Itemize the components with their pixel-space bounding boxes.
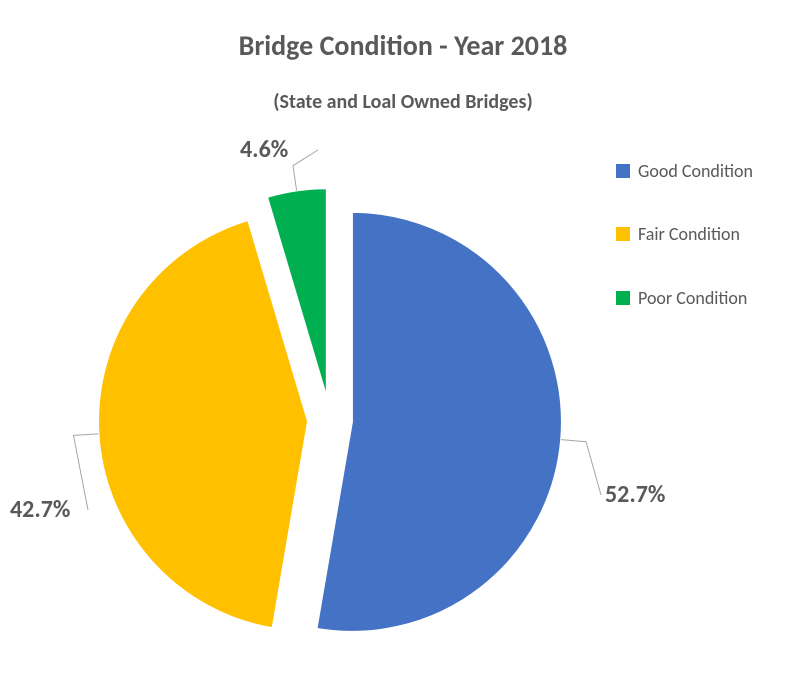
legend-label-fair: Fair Condition: [638, 223, 740, 246]
pie-chart-container: Bridge Condition - Year 2018 (State and …: [0, 0, 806, 686]
leader-line: [293, 150, 318, 190]
legend-item-poor: Poor Condition: [616, 287, 766, 310]
legend-item-fair: Fair Condition: [616, 223, 766, 246]
chart-title: Bridge Condition - Year 2018: [0, 28, 806, 63]
legend-swatch-fair: [616, 227, 630, 241]
legend-label-poor: Poor Condition: [638, 287, 747, 310]
legend: Good Condition Fair Condition Poor Condi…: [616, 160, 766, 350]
data-label-poor: 4.6%: [240, 135, 288, 164]
data-label-fair: 42.7%: [10, 495, 70, 524]
pie-slice: [267, 188, 327, 398]
chart-subtitle: (State and Loal Owned Bridges): [0, 90, 806, 114]
data-label-good: 52.7%: [605, 480, 665, 509]
legend-label-good: Good Condition: [638, 160, 753, 183]
legend-swatch-poor: [616, 291, 630, 305]
legend-item-good: Good Condition: [616, 160, 766, 183]
pie-slice: [98, 220, 308, 628]
pie-slice: [316, 212, 561, 632]
legend-swatch-good: [616, 164, 630, 178]
leader-line: [561, 440, 601, 495]
leader-line: [73, 434, 98, 510]
